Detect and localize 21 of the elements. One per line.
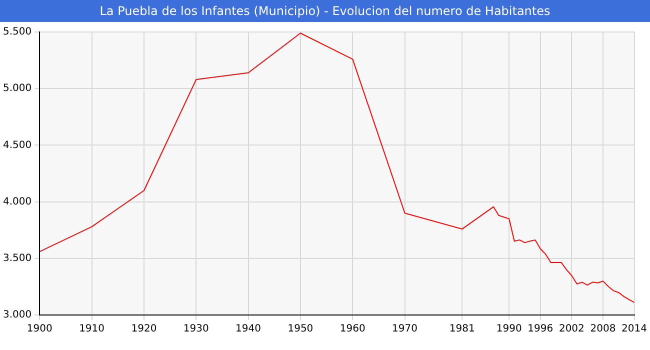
- x-tick-label: 1970: [392, 324, 418, 335]
- x-tick-label: 2008: [590, 324, 616, 335]
- y-tick-label: 4.000: [2, 196, 32, 208]
- x-tick-label: 1940: [236, 324, 262, 335]
- x-tick-label: 1920: [131, 324, 157, 335]
- x-tick-label: 1910: [79, 324, 105, 335]
- y-tick-label: 3.500: [2, 252, 32, 264]
- x-tick-label: 1990: [496, 324, 522, 335]
- x-tick-label: 1930: [183, 324, 209, 335]
- y-tick-label: 5.000: [2, 83, 32, 94]
- y-tick-label: 3.000: [2, 310, 32, 321]
- chart-title: La Puebla de los Infantes (Municipio) - Evolucion del numero de Habitantes: [0, 0, 650, 22]
- x-tick-label: 1981: [449, 324, 475, 335]
- y-tick-label: 5.500: [2, 26, 32, 38]
- x-tick-label: 2014: [622, 324, 647, 335]
- x-tick-label: 2002: [558, 324, 584, 335]
- x-tick-label: 1996: [528, 324, 554, 335]
- x-tick-label: 1950: [288, 324, 314, 335]
- x-tick-label: 1960: [340, 324, 366, 335]
- y-tick-label: 4.500: [2, 140, 32, 151]
- x-tick-label: 1900: [26, 324, 52, 335]
